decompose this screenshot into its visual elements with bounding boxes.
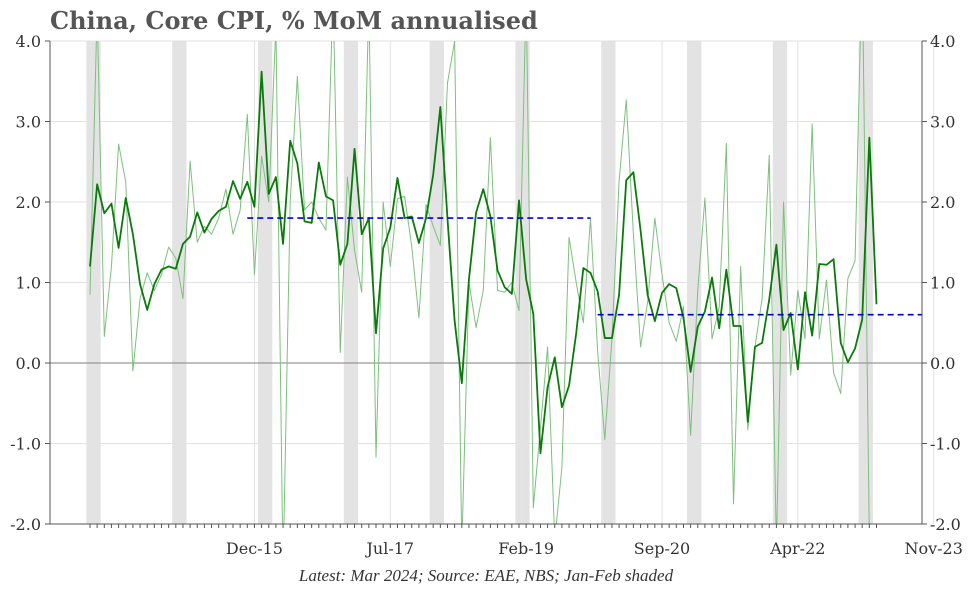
y-tick-label-right: 1.0: [930, 274, 955, 293]
chart-footer: Latest: Mar 2024; Source: EAE, NBS; Jan-…: [298, 566, 674, 585]
y-tick-label-left: -2.0: [10, 515, 41, 534]
y-tick-label-right: -2.0: [930, 515, 961, 534]
y-tick-label-right: 3.0: [930, 113, 955, 132]
x-tick-label: Sep-20: [634, 539, 690, 558]
y-tick-label-right: -1.0: [930, 435, 961, 454]
chart-title: China, Core CPI, % MoM annualised: [50, 6, 538, 35]
y-tick-label-left: 4.0: [16, 32, 41, 51]
x-tick-label: Nov-23: [904, 539, 962, 558]
y-tick-label-left: 0.0: [16, 354, 41, 373]
series-monthly-line: [89, 41, 870, 524]
tick-labels: 4.0 4.0 3.0 3.0 2.0 2.0 1.0 1.0 0.0 0.0 -1.0 -1.0 -2…: [10, 32, 963, 558]
y-tick-label-left: 1.0: [16, 274, 41, 293]
series-layer: [89, 41, 922, 524]
x-tick-label: Apr-22: [769, 539, 825, 558]
y-tick-label-left: 2.0: [16, 193, 41, 212]
x-tick-label: Jul-17: [364, 539, 414, 558]
x-tick-label: Feb-19: [498, 539, 554, 558]
y-tick-label-right: 0.0: [930, 354, 955, 373]
axes: [45, 40, 927, 528]
y-tick-label-right: 4.0: [930, 32, 955, 51]
y-tick-label-left: 3.0: [16, 113, 41, 132]
y-tick-label-left: -1.0: [10, 435, 41, 454]
x-tick-label: Dec-15: [226, 539, 283, 558]
series-smoothed-line: [89, 70, 878, 455]
y-tick-label-right: 2.0: [930, 193, 955, 212]
